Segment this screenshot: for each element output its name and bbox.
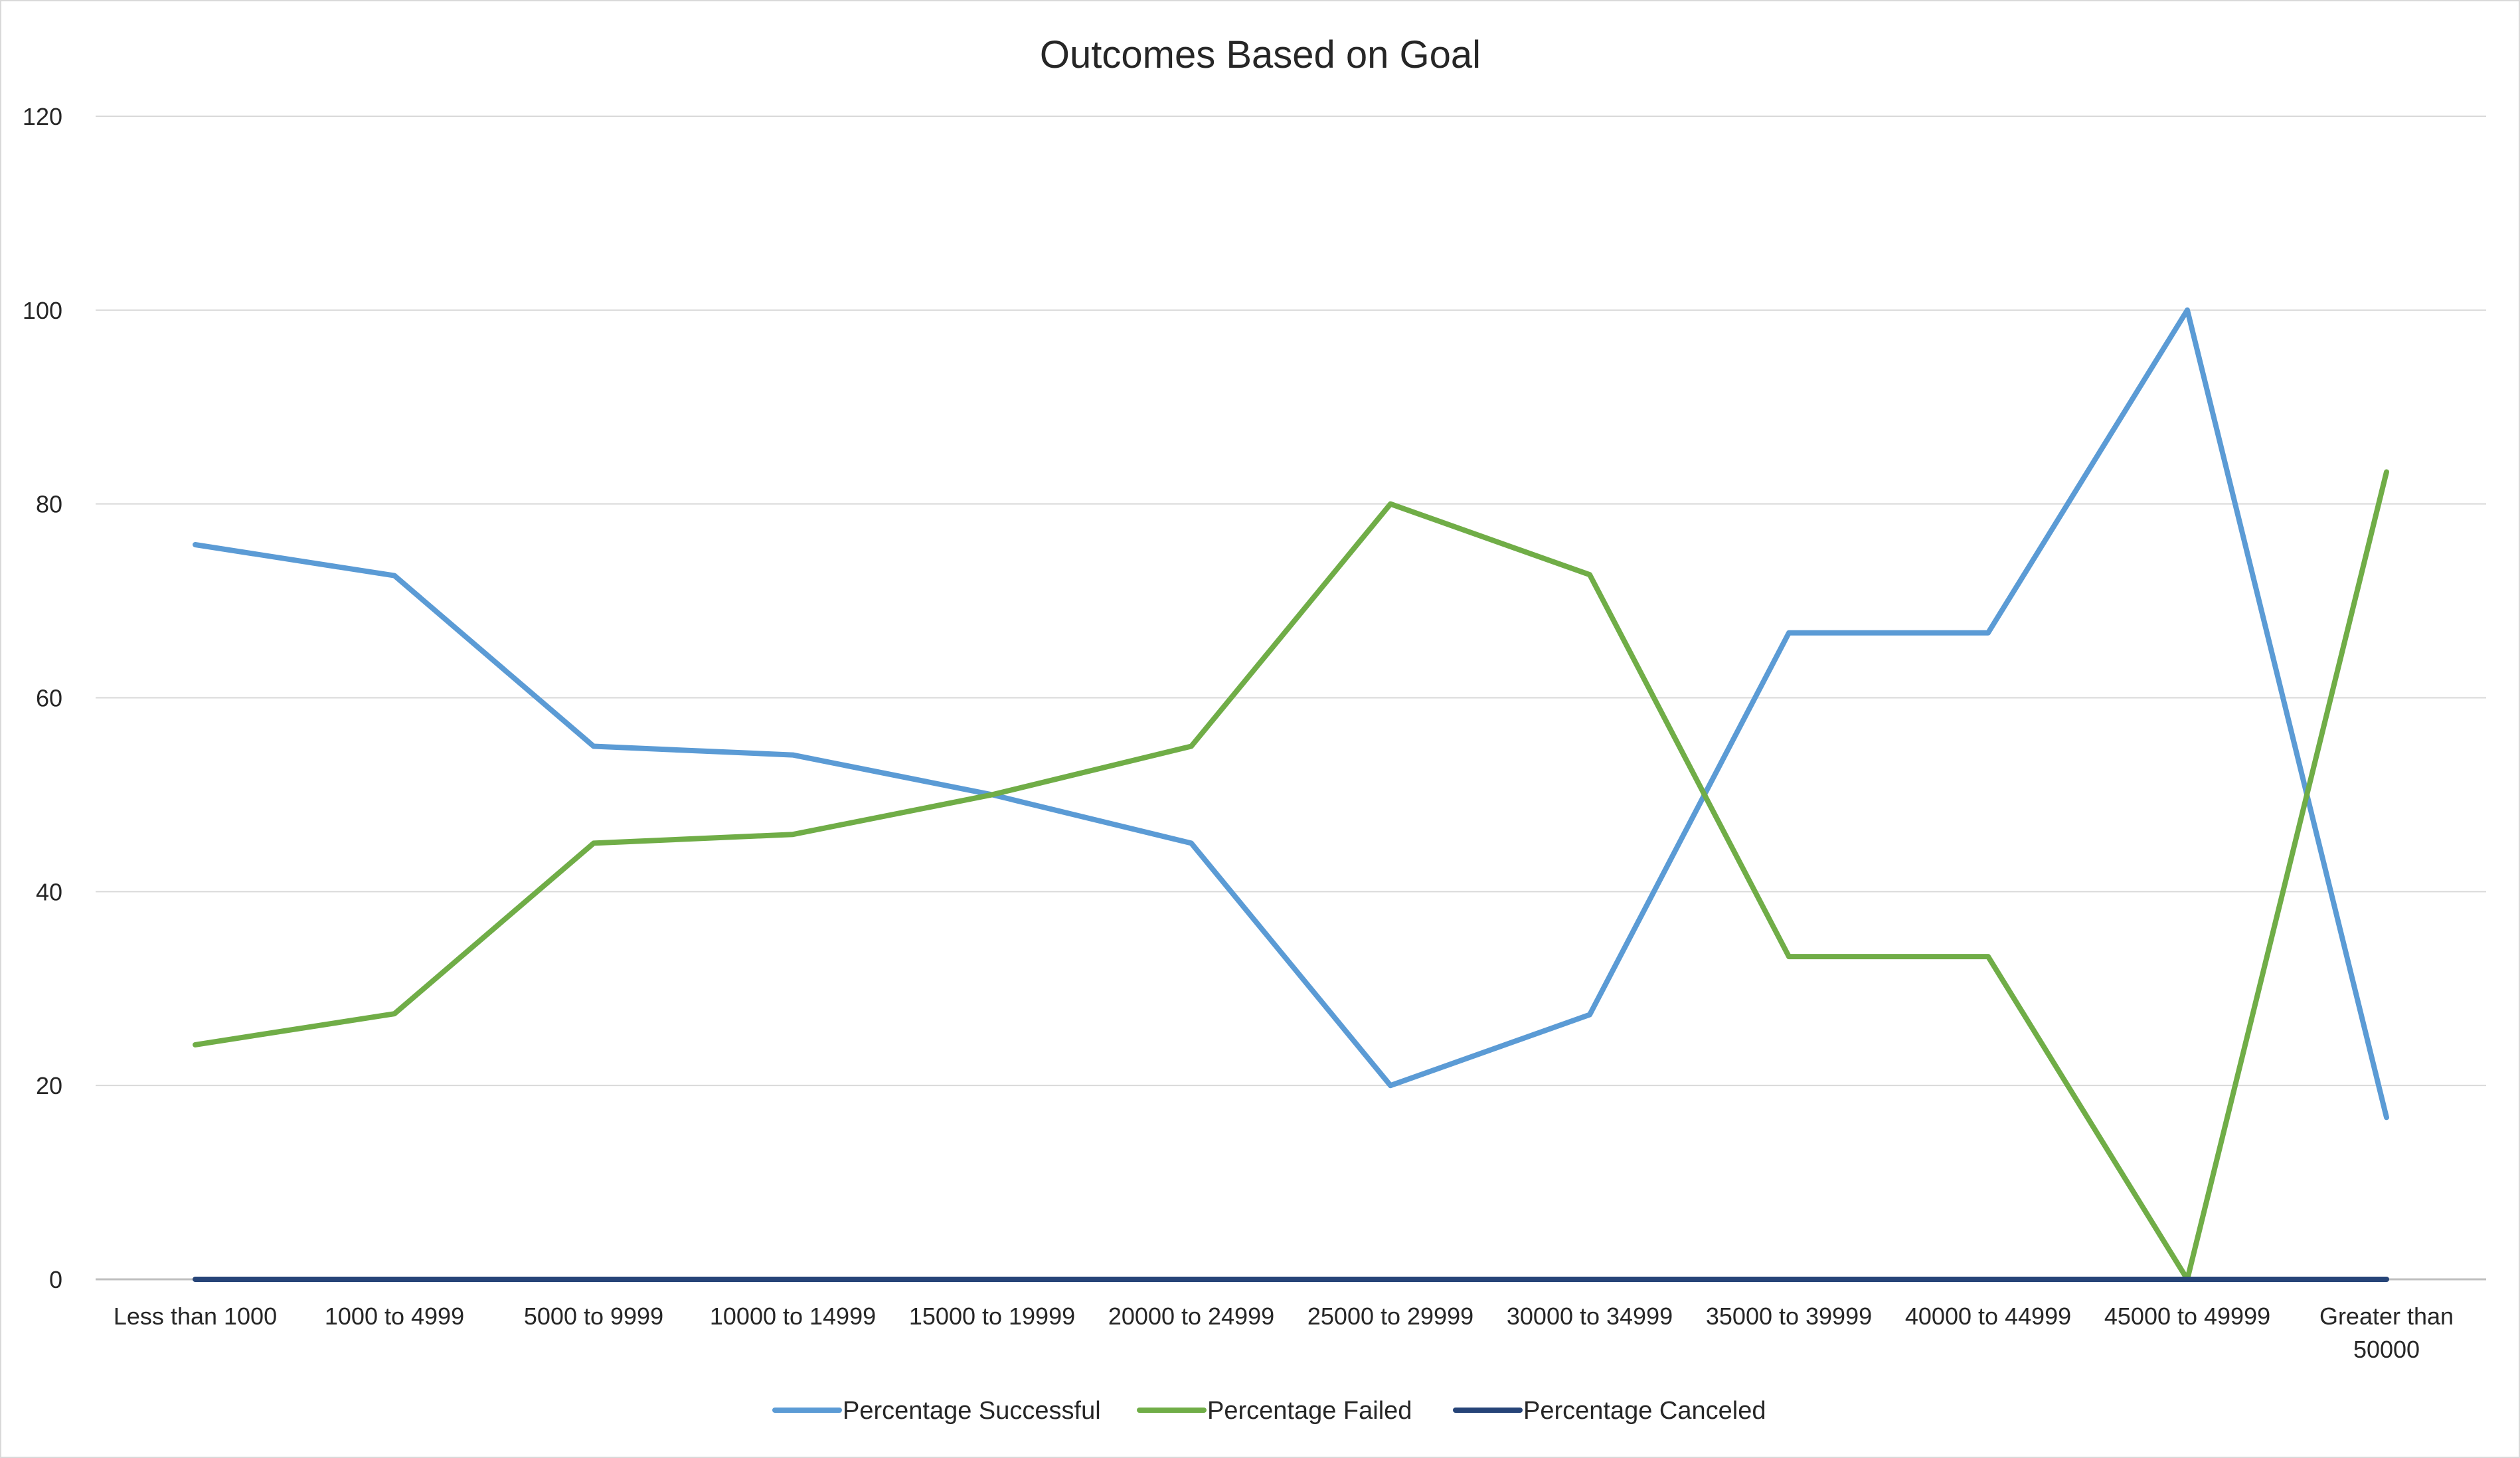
x-tick-label: 30000 to 34999 [1507, 1303, 1673, 1330]
y-tick-label: 40 [36, 878, 62, 905]
x-tick-label: 10000 to 14999 [710, 1303, 876, 1330]
x-tick-label: 40000 to 44999 [1905, 1303, 2071, 1330]
x-tick-label: Greater than 50000 [2319, 1303, 2454, 1363]
y-tick-label: 100 [23, 297, 62, 324]
y-tick-label: 60 [36, 685, 62, 712]
legend[interactable]: Percentage Successful Percentage Failed Pe… [772, 1397, 1766, 1425]
y-tick-label: 0 [49, 1266, 62, 1293]
x-axis-ticks: Less than 1000 1000 to 4999 5000 to 9999 10… [114, 1303, 2454, 1363]
x-tick-label: 35000 to 39999 [1706, 1303, 1872, 1330]
y-tick-label: 120 [23, 103, 62, 130]
x-tick-label: 5000 to 9999 [524, 1303, 663, 1330]
legend-label: Percentage Canceled [1523, 1397, 1766, 1425]
legend-item-percentage-successful[interactable]: Percentage Successful [772, 1397, 1101, 1425]
y-axis-ticks: 0 20 40 60 80 100 120 [23, 103, 62, 1293]
x-tick-label: 20000 to 24999 [1108, 1303, 1274, 1330]
gridlines [96, 116, 2486, 1281]
series-line-percentage-successful [193, 307, 2389, 1121]
legend-label: Percentage Successful [843, 1397, 1101, 1425]
series-lines [193, 307, 2389, 1282]
y-tick-label: 20 [36, 1072, 62, 1099]
chart-title: Outcomes Based on Goal [1040, 33, 1481, 76]
legend-label: Percentage Failed [1207, 1397, 1412, 1425]
legend-item-percentage-failed[interactable]: Percentage Failed [1137, 1397, 1412, 1425]
x-tick-label: 1000 to 4999 [325, 1303, 464, 1330]
legend-item-percentage-canceled[interactable]: Percentage Canceled [1453, 1397, 1766, 1425]
y-tick-label: 80 [36, 491, 62, 518]
x-tick-label: 45000 to 49999 [2104, 1303, 2270, 1330]
x-tick-label: 15000 to 19999 [909, 1303, 1075, 1330]
x-tick-label: 25000 to 29999 [1307, 1303, 1473, 1330]
x-tick-label: Less than 1000 [114, 1303, 277, 1330]
series-line-percentage-failed [193, 469, 2389, 1282]
